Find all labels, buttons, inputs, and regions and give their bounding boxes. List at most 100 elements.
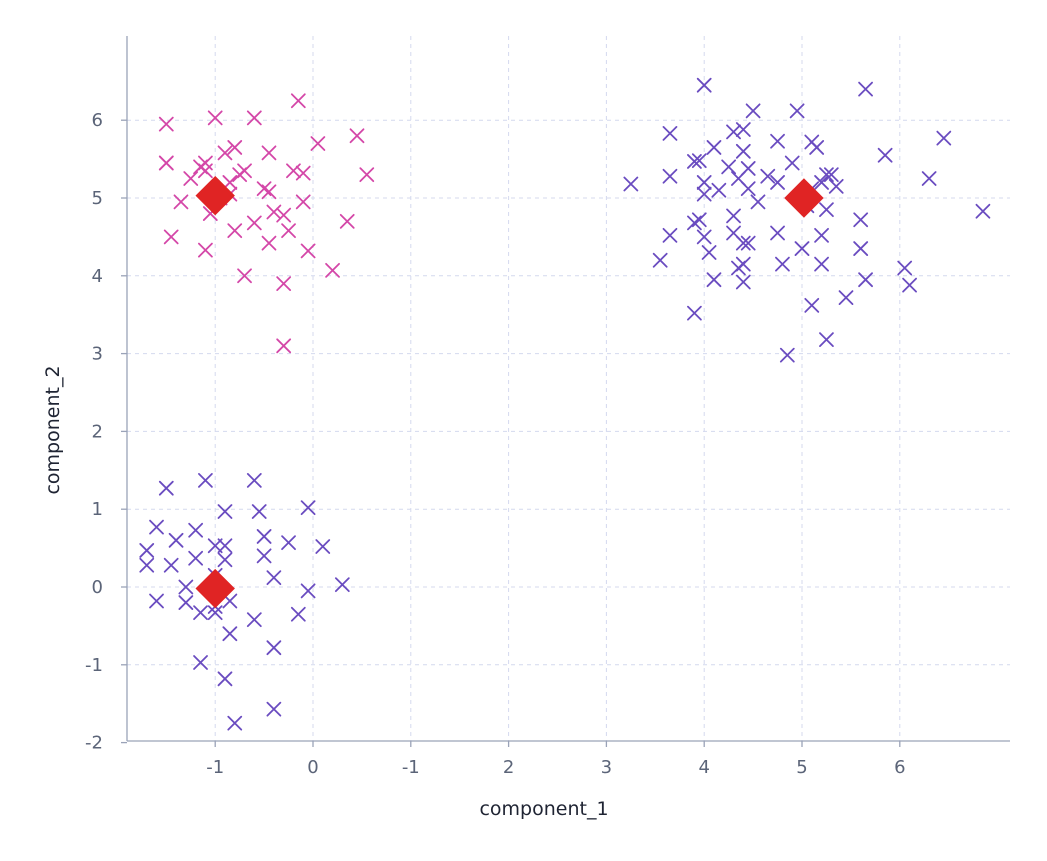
scatter-point <box>266 701 282 717</box>
scatter-point <box>726 208 741 224</box>
x-tick-label: 6 <box>894 757 905 778</box>
scatter-point <box>168 532 184 548</box>
scatter-point <box>300 500 316 516</box>
scatter-point <box>814 175 829 190</box>
scatter-point <box>662 126 678 141</box>
scatter-point <box>858 272 873 288</box>
y-tick-label: 5 <box>92 188 103 209</box>
series-cluster_2 <box>623 77 991 363</box>
scatter-point <box>246 110 262 126</box>
scatter-point <box>809 140 825 155</box>
y-axis-title: component_2 <box>42 365 64 494</box>
scatter-point <box>256 548 272 564</box>
scatter-point <box>198 242 213 258</box>
scatter-point <box>163 229 179 245</box>
scatter-point <box>789 103 805 119</box>
x-tick-label: -1 <box>206 757 224 778</box>
scatter-point <box>750 194 766 210</box>
scatter-point <box>281 535 296 551</box>
scatter-point <box>261 145 277 161</box>
scatter-point <box>276 276 292 291</box>
series-cluster_1 <box>139 473 350 731</box>
scatter-point <box>227 140 243 155</box>
x-tick-label: 3 <box>601 757 612 778</box>
scatter-point <box>775 256 790 272</box>
scatter-point <box>975 203 991 219</box>
scatter-point <box>217 145 233 161</box>
scatter-point <box>735 256 751 272</box>
scatter-point <box>246 612 262 628</box>
scatter-point <box>936 130 952 146</box>
scatter-point <box>735 143 751 159</box>
scatter-point <box>217 538 233 554</box>
y-tick-label: 2 <box>92 421 103 442</box>
x-tick-label: 0 <box>307 757 318 778</box>
scatter-point <box>804 297 820 313</box>
series-cluster_0 <box>158 93 375 354</box>
scatter-point <box>711 182 727 198</box>
scatter-point <box>315 539 331 554</box>
scatter-point <box>246 215 262 231</box>
scatter-point <box>261 184 277 200</box>
scatter-point <box>814 227 829 243</box>
scatter-point <box>286 163 301 179</box>
scatter-point <box>334 577 350 593</box>
scatter-point <box>770 225 785 241</box>
scatter-point <box>359 167 375 183</box>
centroid-marker <box>784 178 824 218</box>
scatter-point <box>740 235 756 251</box>
scatter-point <box>623 176 639 192</box>
scatter-point <box>232 167 248 183</box>
scatter-point <box>662 168 678 184</box>
scatter-point <box>217 504 233 519</box>
scatter-point <box>251 504 267 519</box>
y-tick-label: -2 <box>85 733 103 754</box>
scatter-point <box>770 133 785 149</box>
scatter-point <box>237 268 252 284</box>
scatter-point <box>217 671 233 687</box>
scatter-point <box>217 552 233 568</box>
scatter-point <box>819 332 834 347</box>
scatter-point <box>721 159 737 175</box>
scatter-point <box>310 136 326 151</box>
scatter-point <box>828 178 844 194</box>
scatter-point <box>691 212 707 228</box>
scatter-point <box>726 124 741 140</box>
scatter-point <box>188 522 204 538</box>
scatter-point <box>266 204 282 220</box>
scatter-point <box>779 347 795 363</box>
scatter-point <box>193 159 208 175</box>
scatter-point <box>300 243 316 259</box>
scatter-point <box>687 305 702 321</box>
scatter-point <box>696 186 712 202</box>
scatter-point <box>897 260 913 276</box>
scatter-point <box>266 570 282 586</box>
scatter-point <box>139 557 155 573</box>
scatter-point <box>706 272 722 288</box>
scatter-point <box>858 81 873 97</box>
scatter-point <box>819 202 834 218</box>
scatter-point <box>814 256 829 272</box>
scatter-point <box>178 579 194 595</box>
y-tick-label: 4 <box>92 266 103 287</box>
scatter-point <box>158 116 174 132</box>
scatter-point <box>745 103 761 119</box>
axes <box>126 36 1010 742</box>
scatter-point <box>740 161 756 176</box>
scatter-point <box>207 605 223 621</box>
scatter-point <box>227 223 243 239</box>
scatter-point <box>139 543 155 558</box>
y-axis-ticks: -2 -1 0 1 2 3 4 5 6 <box>85 110 127 754</box>
scatter-point <box>193 655 208 670</box>
scatter-point <box>158 480 174 496</box>
grid <box>127 36 1010 741</box>
scatter-point <box>173 194 189 210</box>
scatter-point <box>794 241 810 256</box>
scatter-point <box>349 128 365 144</box>
scatter-point <box>325 262 340 278</box>
y-tick-label: 6 <box>92 110 103 131</box>
scatter-point <box>853 212 869 228</box>
centroid-marker <box>195 175 235 216</box>
scatter-point <box>276 207 292 223</box>
x-tick-label: 2 <box>503 757 514 778</box>
